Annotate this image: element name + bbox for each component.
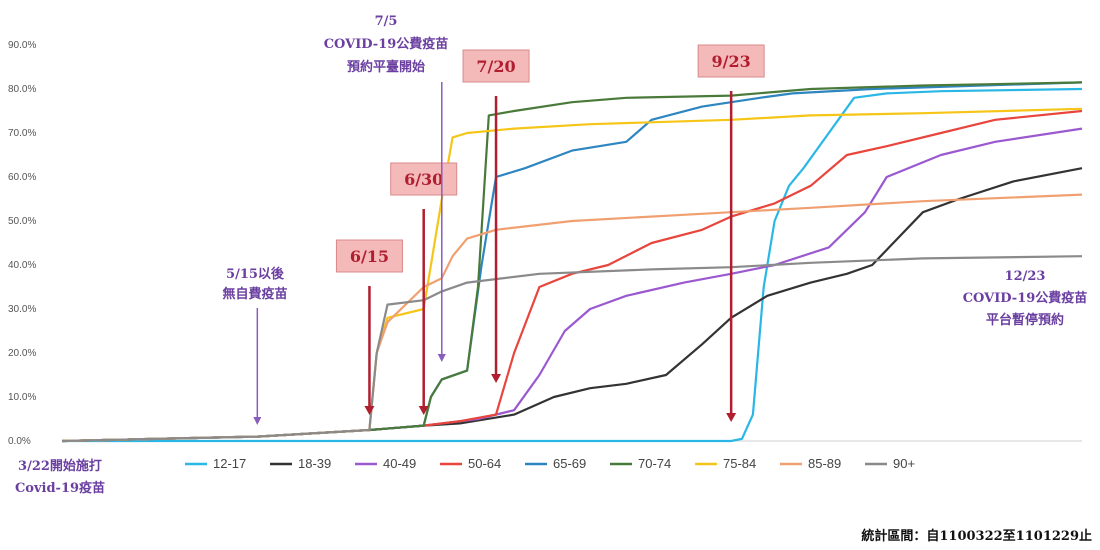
annotation-start: 3/22開始施打 Covid-19疫苗 [15, 458, 105, 496]
y-tick-label: 50.0% [8, 216, 36, 227]
flag-label: 7/20 [476, 57, 515, 76]
milestone-arrow-head [437, 354, 446, 362]
y-tick-label: 10.0% [8, 392, 36, 403]
legend-label: 90+ [893, 456, 915, 471]
legend-item-18-39: 18-39 [270, 456, 331, 471]
start-line2: Covid-19疫苗 [15, 480, 105, 496]
dec23-line3: 平台暫停預約 [986, 312, 1064, 328]
legend-item-75-84: 75-84 [695, 456, 756, 471]
may15-arrow [253, 308, 262, 425]
series-line-12-17 [62, 87, 1083, 443]
flag-box [462, 49, 530, 83]
flag-label: 6/30 [404, 170, 443, 189]
legend-label: 85-89 [808, 456, 841, 471]
flag-arrow-head [418, 406, 429, 415]
y-tick-label: 60.0% [8, 172, 36, 183]
series-line-70-74 [61, 81, 1083, 443]
y-axis-ticks: 0.0% 10.0% 20.0% 30.0% 40.0% 50.0% 60.0% 70.0% 8… [8, 40, 36, 447]
series-line-18-39 [61, 167, 1083, 443]
flag-box [390, 162, 458, 196]
jul5-line3: 預約平臺開始 [347, 59, 425, 75]
legend-label: 40-49 [383, 456, 416, 471]
flag-label: 6/15 [350, 247, 389, 266]
legend-label: 75-84 [723, 456, 756, 471]
legend-item-50-64: 50-64 [440, 456, 501, 471]
annotation-may15: 5/15以後 無自費疫苗 [222, 266, 287, 302]
annotation-dec23: 12/23 COVID-19公費疫苗 平台暫停預約 [963, 269, 1088, 328]
series-line-50-64 [61, 109, 1083, 443]
legend-item-40-49: 40-49 [355, 456, 416, 471]
flag-arrow-head [726, 413, 737, 422]
date-flags: 6/15 6/30 7/20 9/23 [335, 44, 765, 422]
legend-label: 18-39 [298, 456, 331, 471]
start-line1: 3/22開始施打 [18, 458, 102, 474]
legend: 12-17 18-39 40-49 50-64 65-69 70-74 75-84 85-89… [185, 456, 915, 471]
legend-item-65-69: 65-69 [525, 456, 586, 471]
flag-6-30: 6/30 [390, 162, 458, 415]
dec23-line1: 12/23 [1005, 269, 1046, 284]
y-tick-label: 30.0% [8, 304, 36, 315]
y-tick-label: 40.0% [8, 260, 36, 271]
series-line-85-89 [61, 193, 1083, 443]
flag-arrow-head [364, 406, 375, 415]
legend-item-90+: 90+ [865, 456, 915, 471]
series-line-90+ [61, 255, 1083, 443]
legend-item-85-89: 85-89 [780, 456, 841, 471]
flag-box [697, 44, 765, 78]
legend-item-12-17: 12-17 [185, 456, 246, 471]
series-lines [61, 81, 1083, 443]
legend-item-70-74: 70-74 [610, 456, 671, 471]
y-tick-label: 20.0% [8, 348, 36, 359]
milestone-arrow-head [253, 417, 262, 425]
flag-arrow-head [491, 374, 502, 383]
flag-label: 9/23 [712, 52, 751, 71]
legend-label: 70-74 [638, 456, 671, 471]
milestone-arrows [253, 82, 446, 425]
flag-9-23: 9/23 [697, 44, 765, 422]
flag-box [335, 239, 403, 273]
jul5-line2: COVID-19公費疫苗 [324, 36, 449, 52]
annotation-jul5: 7/5 COVID-19公費疫苗 預約平臺開始 [324, 14, 449, 75]
flag-7-20: 7/20 [462, 49, 530, 383]
y-tick-label: 70.0% [8, 128, 36, 139]
legend-label: 50-64 [468, 456, 501, 471]
jul5-line1: 7/5 [375, 14, 398, 29]
y-tick-label: 90.0% [8, 40, 36, 51]
may15-line1: 5/15以後 [226, 266, 285, 282]
dec23-line2: COVID-19公費疫苗 [963, 290, 1088, 306]
y-tick-label: 0.0% [8, 436, 31, 447]
y-tick-label: 80.0% [8, 84, 36, 95]
may15-line2: 無自費疫苗 [222, 286, 287, 302]
series-line-40-49 [61, 127, 1083, 443]
legend-label: 12-17 [213, 456, 246, 471]
legend-label: 65-69 [553, 456, 586, 471]
jul5-arrow [437, 82, 446, 362]
flag-6-15: 6/15 [335, 239, 403, 415]
footer-stat-period: 統計區間：自1100322至1101229止 [861, 528, 1092, 544]
